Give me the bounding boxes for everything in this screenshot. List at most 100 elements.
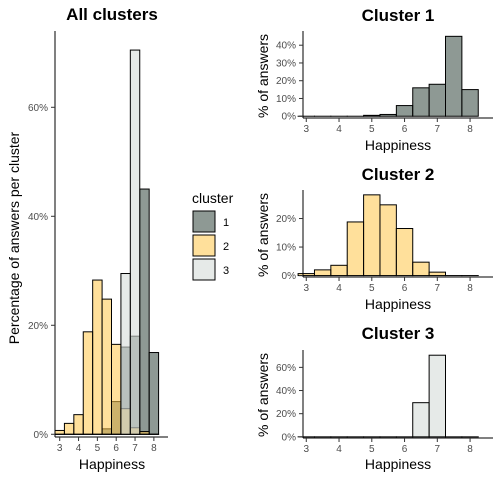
bars-cluster-1: [297, 35, 479, 117]
y-axis-title-cluster-2: % of answers: [255, 193, 271, 277]
y-tick-label: 40%: [276, 386, 296, 397]
x-tick-label: 8: [467, 124, 473, 135]
y-tick-label: 20%: [276, 214, 296, 225]
bars-cluster-2: [297, 194, 479, 277]
y-tick-label: 20%: [276, 76, 296, 87]
bar-series-Cluster 2-x-3.5: [313, 269, 332, 277]
legend-key-2: [192, 234, 216, 257]
y-tick-label: 10%: [276, 94, 296, 105]
bar-series-2-x-3: [54, 429, 65, 435]
bar-series-Cluster 3-x-6.5: [412, 402, 430, 438]
x-tick-label: 7: [435, 444, 441, 455]
x-tick-label: 6: [113, 443, 119, 454]
bar-series-Cluster 1-x-5.5: [379, 113, 397, 117]
bar-series-1-x-7.5: [139, 188, 150, 435]
panel-title-all-clusters: All clusters: [66, 5, 158, 24]
x-tick-label: 4: [76, 443, 82, 454]
x-tick-label: 3: [57, 443, 63, 454]
y-axis-title-cluster-1: % of answers: [255, 34, 271, 118]
bar-series-Cluster 2-x-6: [395, 228, 414, 277]
bar-series-Cluster 2-x-6.5: [412, 261, 430, 277]
axes-all-clusters: 3 4 5 6 7 8 0% 20% 40% 60%: [28, 31, 168, 454]
bar-series-1-x-8: [148, 352, 160, 435]
bars-all-clusters: [54, 49, 160, 435]
legend: cluster 1 2 3: [192, 190, 234, 281]
panel-title-cluster-3: Cluster 3: [362, 324, 435, 343]
legend-item-2: 2: [192, 234, 229, 257]
x-tick-label: 3: [303, 283, 309, 294]
x-tick-label: 7: [132, 443, 138, 454]
x-tick-label: 3: [303, 444, 309, 455]
bar-series-Cluster 2-x-5.5: [379, 204, 397, 277]
panel-cluster-3: Cluster 3 Happiness % of answers 3 4 5 6 7 8 0…: [255, 324, 493, 472]
legend-label-3: 3: [223, 265, 229, 277]
bar-series-Cluster 1-x-8: [461, 89, 479, 117]
bar-series-2-x-4.5: [82, 331, 94, 435]
x-tick-label: 6: [402, 283, 408, 294]
x-tick-label: 5: [369, 444, 375, 455]
x-axis-title-cluster-1: Happiness: [365, 137, 431, 153]
x-tick-label: 7: [435, 124, 441, 135]
bar-series-Cluster 1-x-5: [363, 114, 381, 117]
legend-label-1: 1: [223, 217, 229, 229]
y-tick-label: 0%: [282, 112, 297, 123]
bar-series-Cluster 3-x-7: [428, 354, 446, 438]
y-tick-label: 60%: [276, 363, 296, 374]
y-tick-label: 0%: [282, 271, 297, 282]
bar-series-Cluster 1-x-6: [395, 105, 414, 117]
legend-key-3: [192, 258, 216, 281]
x-axis-title-all-clusters: Happiness: [79, 456, 145, 472]
y-tick-label: 60%: [28, 103, 48, 114]
x-axis-title-cluster-2: Happiness: [365, 296, 431, 312]
panel-title-cluster-1: Cluster 1: [362, 6, 435, 25]
y-tick-label: 20%: [276, 409, 296, 420]
x-tick-label: 7: [435, 283, 441, 294]
legend-item-3: 3: [192, 258, 229, 281]
x-tick-label: 6: [402, 444, 408, 455]
x-tick-label: 8: [467, 444, 473, 455]
y-axis-title-all-clusters: Percentage of answers per cluster: [6, 131, 22, 344]
legend-title: cluster: [192, 190, 234, 206]
x-tick-label: 3: [303, 124, 309, 135]
panel-cluster-1: Cluster 1 Happiness % of answers 3 4 5 6 7 8 0…: [255, 6, 493, 153]
bar-series-2-x-4: [73, 414, 84, 435]
y-tick-label: 30%: [276, 58, 296, 69]
bar-series-3-x-6.5: [120, 273, 131, 435]
x-tick-label: 4: [336, 444, 342, 455]
x-tick-label: 5: [369, 124, 375, 135]
x-tick-label: 5: [369, 283, 375, 294]
bars-cluster-3: [297, 354, 479, 438]
bar-series-Cluster 1-x-7.5: [445, 35, 463, 117]
panel-all-clusters: All clusters Happiness Percentage of ans…: [6, 5, 168, 472]
bar-series-2-x-5: [92, 279, 103, 435]
x-tick-label: 4: [336, 124, 342, 135]
bar-series-Cluster 2-x-4: [330, 264, 348, 277]
x-tick-label: 6: [402, 124, 408, 135]
bar-series-3-x-7: [129, 49, 141, 435]
panel-title-cluster-2: Cluster 2: [362, 165, 435, 184]
x-tick-label: 8: [467, 283, 473, 294]
y-tick-label: 10%: [276, 243, 296, 254]
bar-series-Cluster 1-x-7: [428, 83, 446, 117]
x-tick-label: 8: [151, 443, 157, 454]
bar-series-Cluster 2-x-7: [428, 271, 446, 277]
x-tick-label: 5: [95, 443, 101, 454]
x-axis-title-cluster-3: Happiness: [365, 456, 431, 472]
axes-cluster-1: 3 4 5 6 7 8 0% 10% 20% 30% 40%: [276, 31, 493, 135]
bar-series-2-x-6: [111, 343, 122, 435]
y-axis-title-cluster-3: % of answers: [255, 353, 271, 437]
axes-cluster-3: 3 4 5 6 7 8 0% 20% 40% 60%: [276, 350, 493, 455]
bar-series-Cluster 2-x-4.5: [346, 221, 365, 277]
axes-cluster-2: 3 4 5 6 7 8 0% 10% 20%: [276, 190, 493, 294]
legend-key-1: [192, 210, 216, 233]
y-tick-label: 20%: [28, 321, 48, 332]
bar-series-2-x-5.5: [101, 298, 113, 435]
bar-series-Cluster 2-x-5: [363, 194, 381, 277]
x-tick-label: 4: [336, 283, 342, 294]
y-tick-label: 40%: [28, 212, 48, 223]
y-tick-label: 0%: [282, 432, 297, 443]
bar-series-2-x-3.5: [63, 422, 75, 435]
legend-item-1: 1: [192, 210, 229, 233]
bar-series-Cluster 1-x-6.5: [412, 87, 430, 117]
